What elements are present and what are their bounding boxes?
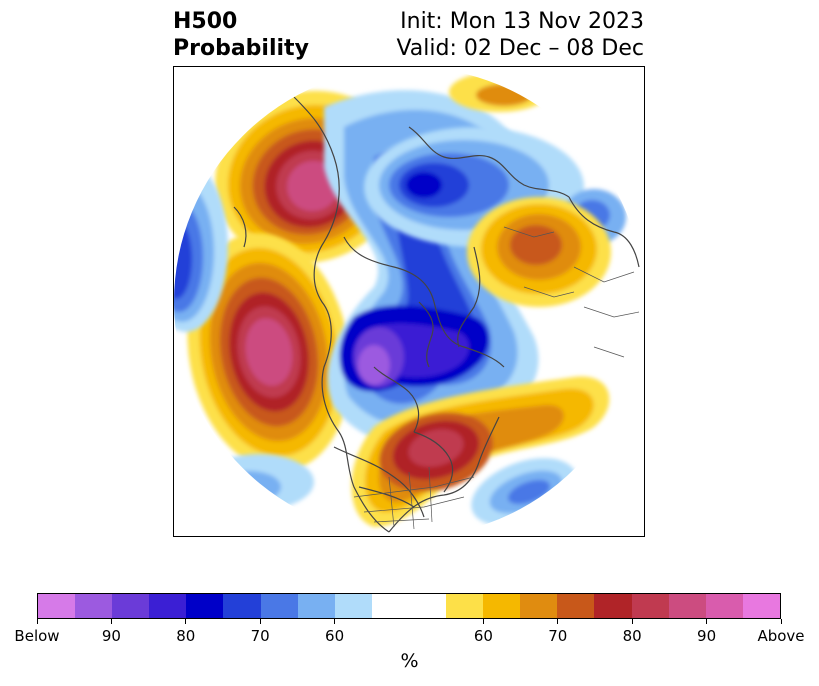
colorbar-tick-label: 80 — [622, 627, 642, 645]
colorbar-swatch — [149, 594, 187, 618]
colorbar-swatch — [594, 594, 632, 618]
colorbar-tick-mark — [334, 619, 336, 624]
colorbar-tick-mark — [706, 619, 708, 624]
colorbar-tick-label: 90 — [697, 627, 717, 645]
colorbar-swatch — [38, 594, 76, 618]
colorbar-tick-label: Above — [757, 627, 805, 645]
colorbar-tick-mark — [36, 619, 38, 624]
colorbar-tick-label: 60 — [325, 627, 345, 645]
colorbar-ticks: Below 90 80 70 60 60 70 80 90 Above — [0, 619, 819, 649]
colorbar-swatch — [631, 594, 669, 618]
colorbar-tick-mark — [482, 619, 484, 624]
map-canvas — [174, 67, 644, 536]
colorbar-swatch — [483, 594, 521, 618]
init-date: Init: Mon 13 Nov 2023 — [400, 9, 644, 34]
colorbar-tick-mark — [780, 619, 782, 624]
ridge-north-pacific — [187, 233, 351, 471]
colorbar-swatch — [705, 594, 743, 618]
colorbar-swatch — [668, 594, 706, 618]
ridge-western-russia — [449, 72, 611, 307]
colorbar-tick-label: 80 — [176, 627, 196, 645]
colorbar-tick-label: 70 — [250, 627, 270, 645]
colorbar-swatch — [557, 594, 595, 618]
colorbar-tick-mark — [185, 619, 187, 624]
colorbar-tick-mark — [631, 619, 633, 624]
colorbar-tick-label: 90 — [101, 627, 121, 645]
colorbar-tick-label: 60 — [473, 627, 493, 645]
colorbar-swatch — [223, 594, 261, 618]
colorbar — [37, 593, 781, 619]
colorbar-swatch — [297, 594, 335, 618]
colorbar-tick-label: 70 — [548, 627, 568, 645]
colorbar-swatch — [520, 594, 558, 618]
probability-map — [173, 66, 645, 537]
colorbar-swatch — [334, 594, 372, 618]
colorbar-tick-mark — [557, 619, 559, 624]
colorbar-swatch — [742, 594, 780, 618]
ridge-canada-greenland — [351, 376, 610, 527]
colorbar-tick-mark — [259, 619, 261, 624]
valid-period: Valid: 02 Dec – 08 Dec — [396, 36, 644, 61]
colorbar-swatch — [75, 594, 113, 618]
chart-title-right: Init: Mon 13 Nov 2023 Valid: 02 Dec – 08… — [396, 8, 644, 62]
colorbar-tick-mark — [110, 619, 112, 624]
colorbar-unit: % — [400, 650, 419, 672]
title-variable: H500 — [173, 9, 238, 34]
colorbar-tick-label: Below — [14, 627, 60, 645]
colorbar-swatch — [408, 594, 447, 618]
colorbar-swatch — [186, 594, 224, 618]
colorbar-swatch — [446, 594, 484, 618]
chart-title-left: H500 Probability — [173, 8, 309, 62]
colorbar-swatch — [112, 594, 150, 618]
title-product: Probability — [173, 36, 309, 61]
colorbar-swatch — [371, 594, 409, 618]
colorbar-swatch — [260, 594, 298, 618]
country-borders — [353, 226, 640, 530]
coastlines — [193, 86, 640, 533]
